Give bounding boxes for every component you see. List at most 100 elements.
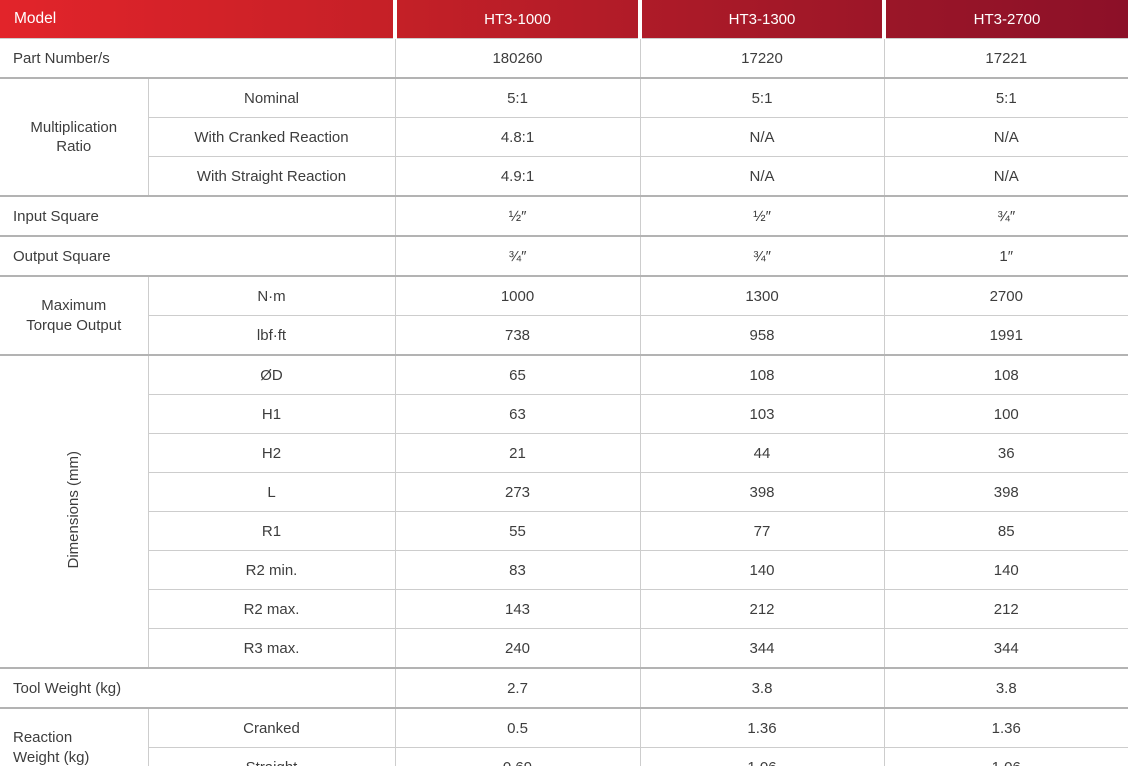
value-cell: 55 (394, 511, 640, 551)
sub-label: lbf·ft (147, 315, 395, 356)
table-row: H2 21 44 36 (0, 433, 1128, 473)
sub-label: R3 max. (147, 628, 395, 669)
sub-label: Cranked (147, 708, 395, 748)
table-row: Output Square ¾″ ¾″ 1″ (0, 236, 1128, 277)
value-cell: ¾″ (394, 236, 640, 277)
value-cell: ½″ (394, 196, 640, 237)
table-row: R2 min. 83 140 140 (0, 550, 1128, 590)
column-header-ht3-2700: HT3-2700 (882, 0, 1128, 39)
sub-label: R2 max. (147, 589, 395, 629)
row-label-input-square: Input Square (0, 196, 395, 237)
table-row: Part Number/s 180260 17220 17221 (0, 38, 1128, 79)
value-cell: 398 (883, 472, 1128, 512)
value-cell: 1.36 (883, 708, 1128, 748)
sub-label: R2 min. (147, 550, 395, 590)
table-row: Maximum Torque Output N·m 1000 1300 2700 (0, 276, 1128, 356)
value-cell: ¾″ (639, 236, 884, 277)
value-cell: ¾″ (883, 196, 1128, 237)
value-cell: N/A (883, 117, 1128, 157)
value-cell: 0.69 (394, 747, 640, 766)
value-cell: N/A (883, 156, 1128, 197)
value-cell: 63 (394, 394, 640, 434)
value-cell: 1.06 (883, 747, 1128, 766)
value-cell: 2700 (883, 276, 1128, 316)
value-cell: 65 (394, 355, 640, 395)
value-cell: 143 (394, 589, 640, 629)
value-cell: 3.8 (883, 668, 1128, 709)
value-cell: 83 (394, 550, 640, 590)
sub-label: N·m (147, 276, 395, 316)
sub-label: L (147, 472, 395, 512)
value-cell: 1000 (394, 276, 640, 316)
value-cell: 344 (639, 628, 884, 669)
value-cell: 273 (394, 472, 640, 512)
table-row: R1 55 77 85 (0, 511, 1128, 551)
value-cell: 103 (639, 394, 884, 434)
value-cell: 4.9:1 (394, 156, 640, 197)
group-label-maximum-torque-output: Maximum Torque Output (0, 276, 148, 356)
table-row: With Cranked Reaction 4.8:1 N/A N/A (0, 117, 1128, 157)
table-row: Input Square ½″ ½″ ¾″ (0, 196, 1128, 237)
value-cell: 398 (639, 472, 884, 512)
value-cell: 3.8 (639, 668, 884, 709)
table-row: R2 max. 143 212 212 (0, 589, 1128, 629)
value-cell: 77 (639, 511, 884, 551)
row-label-part-numbers: Part Number/s (0, 38, 395, 79)
sub-label: H2 (147, 433, 395, 473)
value-cell: 180260 (394, 38, 640, 79)
value-cell: 140 (883, 550, 1128, 590)
sub-label: H1 (147, 394, 395, 434)
value-cell: 108 (639, 355, 884, 395)
value-cell: 85 (883, 511, 1128, 551)
value-cell: 100 (883, 394, 1128, 434)
value-cell: 1.06 (639, 747, 884, 766)
sub-label: Nominal (147, 78, 395, 118)
value-cell: 5:1 (394, 78, 640, 118)
value-cell: 4.8:1 (394, 117, 640, 157)
vertical-label-text: Dimensions (mm) (65, 450, 83, 569)
value-cell: 738 (394, 315, 640, 356)
table-row: lbf·ft 738 958 1991 (0, 315, 1128, 356)
value-cell: 36 (883, 433, 1128, 473)
table-row: L 273 398 398 (0, 472, 1128, 512)
group-label-multiplication-ratio: Multiplication Ratio (0, 78, 148, 197)
value-cell: 21 (394, 433, 640, 473)
sub-label: R1 (147, 511, 395, 551)
value-cell: 344 (883, 628, 1128, 669)
row-label-output-square: Output Square (0, 236, 395, 277)
value-cell: 1″ (883, 236, 1128, 277)
value-cell: 44 (639, 433, 884, 473)
group-label-reaction-weight: Reaction Weight (kg) (0, 708, 148, 766)
sub-label: Straight (147, 747, 395, 766)
value-cell: 240 (394, 628, 640, 669)
value-cell: 140 (639, 550, 884, 590)
header-row: Model HT3-1000 HT3-1300 HT3-2700 (0, 0, 1128, 39)
table-row: Multiplication Ratio Nominal 5:1 5:1 5:1 (0, 78, 1128, 197)
sub-label: With Straight Reaction (147, 156, 395, 197)
sub-label: With Cranked Reaction (147, 117, 395, 157)
table-row: Dimensions (mm) ØD 65 108 108 (0, 355, 1128, 669)
table-row: Reaction Weight (kg) Cranked 0.5 1.36 1.… (0, 708, 1128, 766)
sub-label: ØD (147, 355, 395, 395)
value-cell: N/A (639, 156, 884, 197)
table-row: R3 max. 240 344 344 (0, 628, 1128, 669)
value-cell: 108 (883, 355, 1128, 395)
value-cell: 212 (883, 589, 1128, 629)
model-header-cell: Model (0, 0, 395, 39)
value-cell: 212 (639, 589, 884, 629)
value-cell: 958 (639, 315, 884, 356)
value-cell: ½″ (639, 196, 884, 237)
value-cell: 17220 (639, 38, 884, 79)
table-row: H1 63 103 100 (0, 394, 1128, 434)
table-row: Straight 0.69 1.06 1.06 (0, 747, 1128, 766)
value-cell: 0.5 (394, 708, 640, 748)
column-header-ht3-1300: HT3-1300 (638, 0, 884, 39)
value-cell: 17221 (883, 38, 1128, 79)
value-cell: 2.7 (394, 668, 640, 709)
column-header-ht3-1000: HT3-1000 (393, 0, 640, 39)
row-label-tool-weight: Tool Weight (kg) (0, 668, 395, 709)
value-cell: 1991 (883, 315, 1128, 356)
value-cell: 1300 (639, 276, 884, 316)
